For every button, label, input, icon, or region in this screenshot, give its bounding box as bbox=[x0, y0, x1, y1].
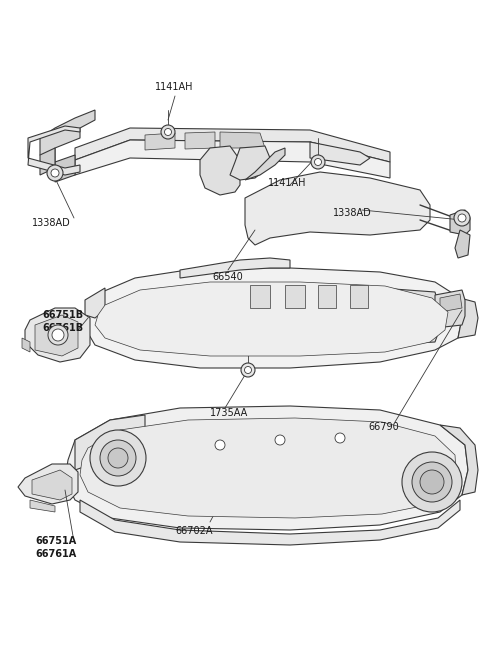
Polygon shape bbox=[245, 172, 430, 245]
Polygon shape bbox=[162, 294, 196, 322]
Text: 1338AD: 1338AD bbox=[333, 208, 372, 218]
Polygon shape bbox=[80, 418, 456, 518]
Circle shape bbox=[100, 440, 136, 476]
Circle shape bbox=[51, 169, 59, 177]
Polygon shape bbox=[350, 285, 368, 308]
Text: 66540: 66540 bbox=[212, 272, 243, 282]
Polygon shape bbox=[75, 415, 145, 470]
Polygon shape bbox=[85, 268, 462, 368]
Circle shape bbox=[165, 128, 171, 136]
Polygon shape bbox=[230, 146, 270, 180]
Polygon shape bbox=[145, 133, 175, 150]
Polygon shape bbox=[458, 298, 478, 338]
Circle shape bbox=[161, 125, 175, 139]
Circle shape bbox=[108, 448, 128, 468]
Circle shape bbox=[412, 462, 452, 502]
Polygon shape bbox=[250, 285, 270, 308]
Circle shape bbox=[48, 325, 68, 345]
Circle shape bbox=[311, 155, 325, 169]
Text: 1338AD: 1338AD bbox=[32, 218, 71, 228]
Polygon shape bbox=[310, 142, 370, 165]
Polygon shape bbox=[65, 406, 468, 530]
Circle shape bbox=[275, 435, 285, 445]
Polygon shape bbox=[200, 146, 240, 195]
Polygon shape bbox=[22, 338, 30, 352]
Polygon shape bbox=[40, 148, 55, 175]
Circle shape bbox=[454, 210, 470, 226]
Circle shape bbox=[241, 363, 255, 377]
Polygon shape bbox=[435, 290, 465, 328]
Polygon shape bbox=[380, 294, 434, 340]
Polygon shape bbox=[440, 425, 478, 495]
Text: 66751A: 66751A bbox=[35, 536, 76, 546]
Polygon shape bbox=[285, 285, 305, 308]
Polygon shape bbox=[318, 285, 336, 308]
Polygon shape bbox=[95, 282, 448, 356]
Text: 66702A: 66702A bbox=[175, 526, 213, 536]
Circle shape bbox=[314, 159, 322, 166]
Text: 66751B: 66751B bbox=[42, 310, 83, 320]
Polygon shape bbox=[455, 230, 470, 258]
Circle shape bbox=[402, 452, 462, 512]
Polygon shape bbox=[375, 288, 440, 345]
Polygon shape bbox=[40, 110, 95, 175]
Polygon shape bbox=[180, 258, 290, 278]
Circle shape bbox=[215, 440, 225, 450]
Circle shape bbox=[458, 214, 466, 222]
Polygon shape bbox=[80, 500, 460, 545]
Polygon shape bbox=[75, 128, 390, 162]
Circle shape bbox=[420, 470, 444, 494]
Text: 66761B: 66761B bbox=[42, 323, 83, 333]
Circle shape bbox=[52, 329, 64, 341]
Polygon shape bbox=[185, 132, 215, 149]
Polygon shape bbox=[28, 126, 80, 175]
Text: 1735AA: 1735AA bbox=[210, 408, 248, 418]
Polygon shape bbox=[450, 210, 470, 235]
Text: 1141AH: 1141AH bbox=[268, 178, 307, 188]
Polygon shape bbox=[18, 464, 78, 504]
Text: 66761A: 66761A bbox=[35, 549, 76, 559]
Circle shape bbox=[335, 433, 345, 443]
Polygon shape bbox=[440, 294, 462, 312]
Polygon shape bbox=[75, 140, 390, 178]
Circle shape bbox=[90, 430, 146, 486]
Text: 66790: 66790 bbox=[368, 422, 399, 432]
Polygon shape bbox=[35, 315, 78, 356]
Polygon shape bbox=[30, 500, 55, 512]
Circle shape bbox=[47, 165, 63, 181]
Polygon shape bbox=[55, 155, 75, 182]
Polygon shape bbox=[245, 148, 285, 180]
Polygon shape bbox=[220, 132, 265, 148]
Polygon shape bbox=[85, 288, 105, 318]
Circle shape bbox=[244, 367, 252, 373]
Text: 1141AH: 1141AH bbox=[155, 82, 193, 92]
Polygon shape bbox=[25, 308, 90, 362]
Polygon shape bbox=[32, 470, 72, 500]
Polygon shape bbox=[155, 290, 200, 325]
